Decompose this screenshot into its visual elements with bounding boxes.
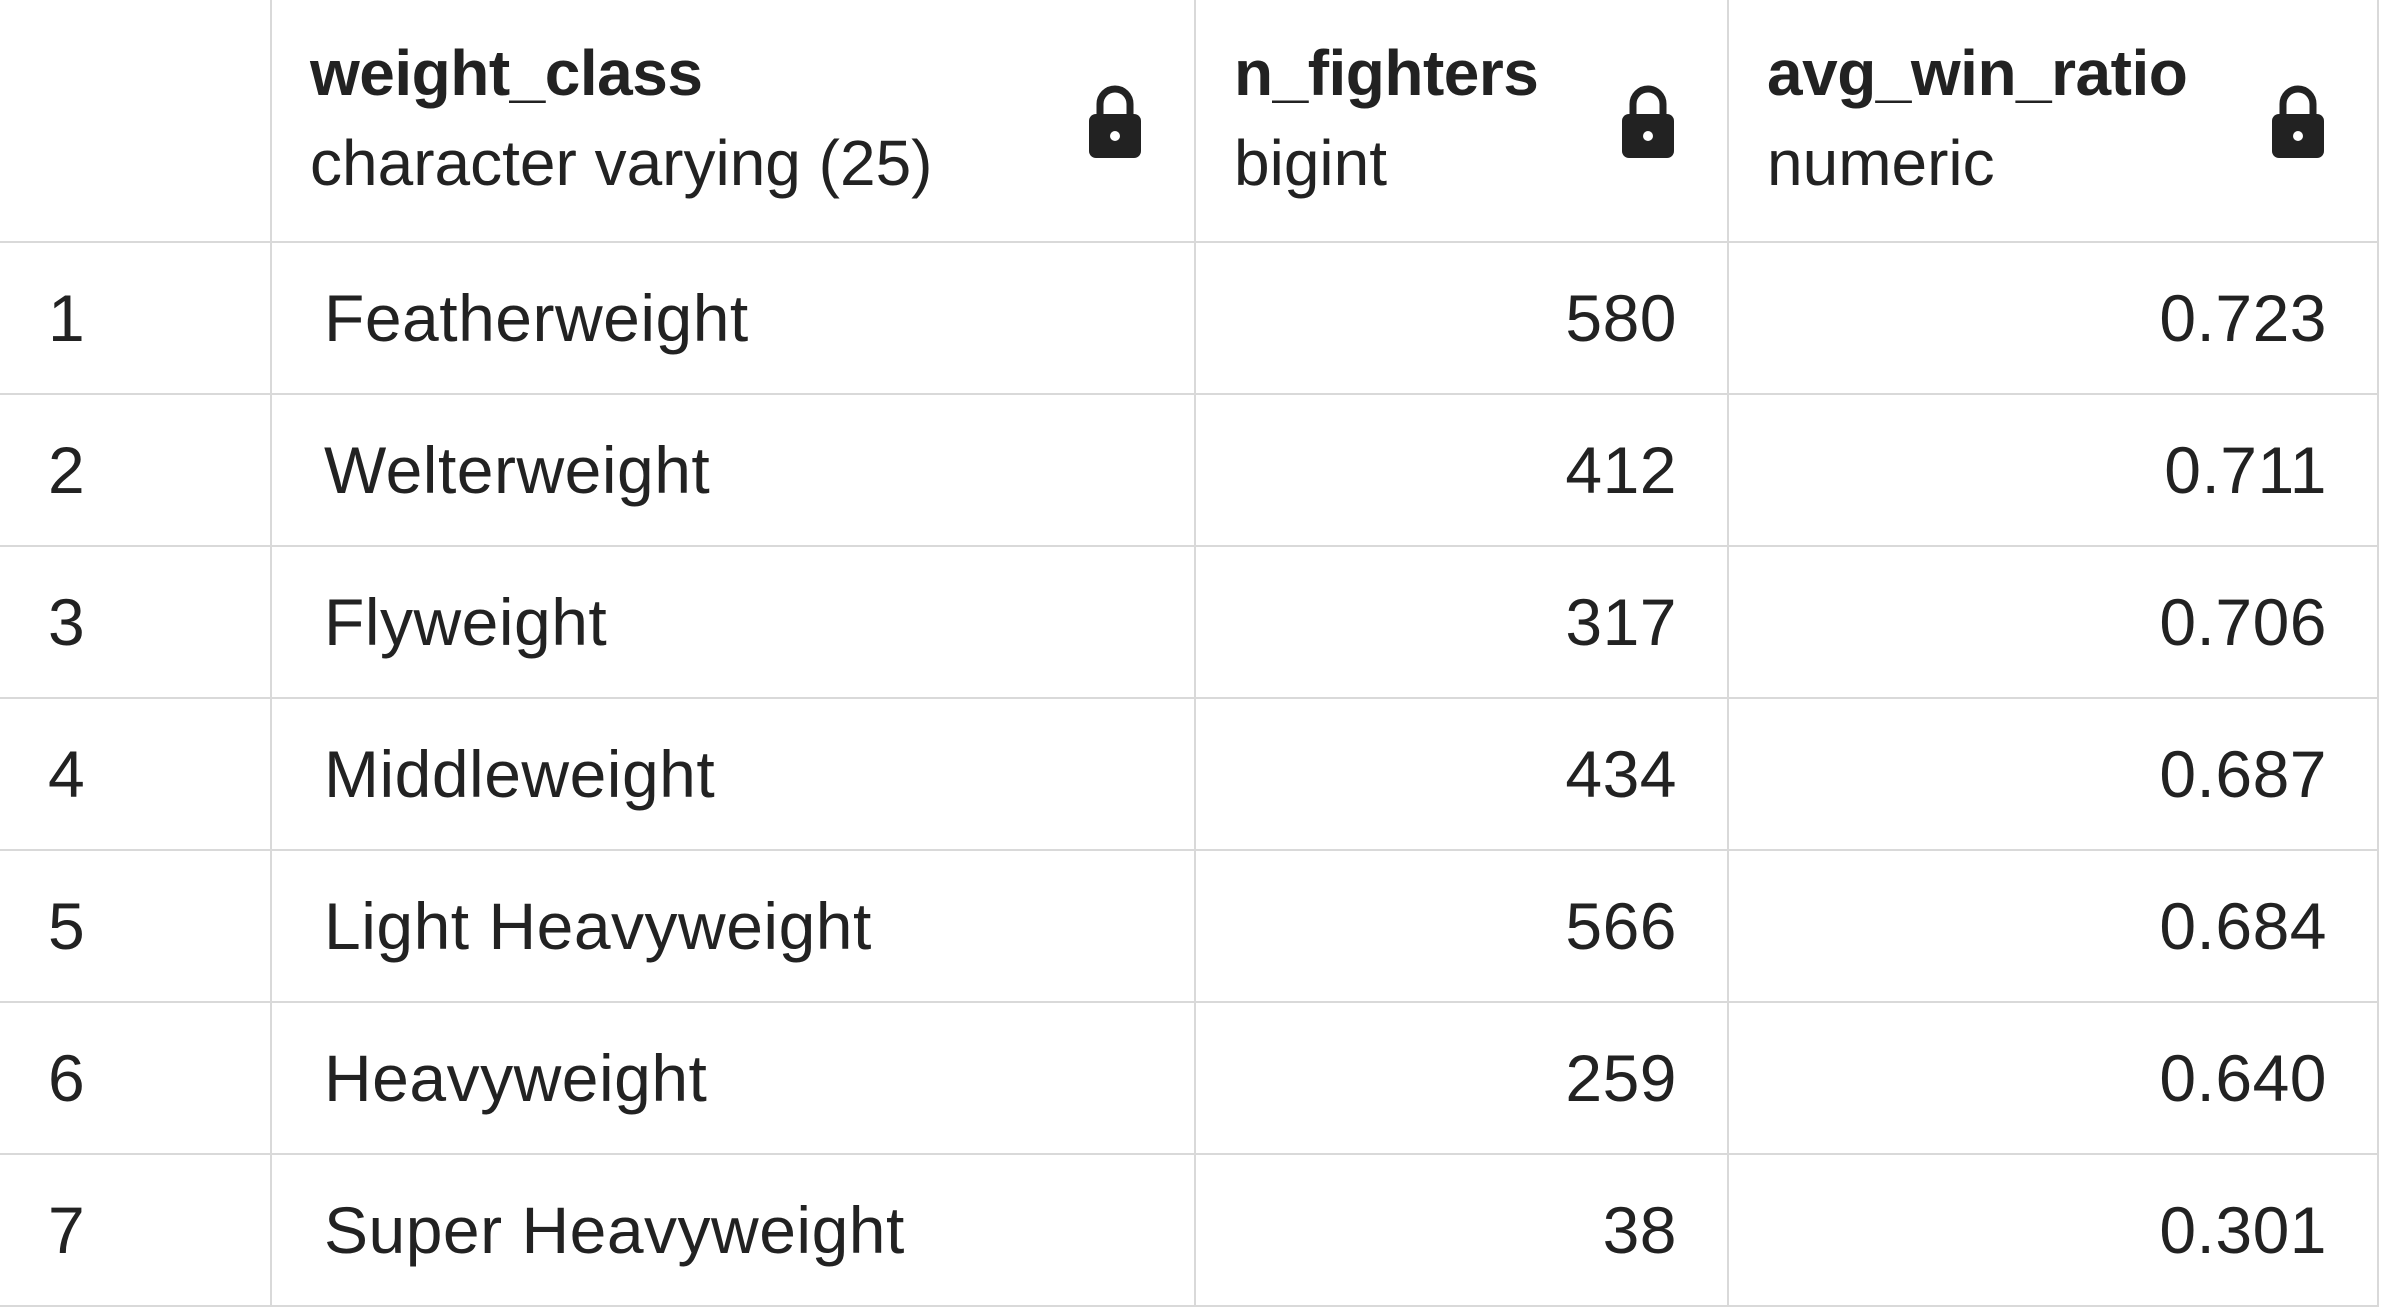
table-row[interactable]: 1 Featherweight 580 0.723 xyxy=(0,242,2379,395)
cell-n-fighters[interactable]: 317 xyxy=(1194,545,1729,699)
row-number[interactable]: 2 xyxy=(0,393,272,547)
cell-weight-class[interactable]: Flyweight xyxy=(270,545,1196,699)
column-name: n_fighters xyxy=(1234,36,1539,109)
lock-icon xyxy=(1619,82,1677,160)
row-number[interactable]: 5 xyxy=(0,849,272,1003)
row-number[interactable]: 6 xyxy=(0,1001,272,1155)
table-row[interactable]: 6 Heavyweight 259 0.640 xyxy=(0,1001,2379,1155)
cell-n-fighters[interactable]: 434 xyxy=(1194,697,1729,851)
row-number[interactable]: 4 xyxy=(0,697,272,851)
column-type: numeric xyxy=(1767,126,1995,199)
row-number-header[interactable] xyxy=(0,0,272,243)
row-number[interactable]: 1 xyxy=(0,242,272,395)
cell-n-fighters[interactable]: 580 xyxy=(1194,242,1729,395)
cell-avg-win-ratio[interactable]: 0.301 xyxy=(1727,1153,2379,1307)
column-header-avg-win-ratio[interactable]: avg_win_ratio numeric xyxy=(1727,0,2379,243)
cell-avg-win-ratio[interactable]: 0.706 xyxy=(1727,545,2379,699)
column-header-n-fighters[interactable]: n_fighters bigint xyxy=(1194,0,1729,243)
cell-avg-win-ratio[interactable]: 0.640 xyxy=(1727,1001,2379,1155)
cell-weight-class[interactable]: Light Heavyweight xyxy=(270,849,1196,1003)
table-row[interactable]: 2 Welterweight 412 0.711 xyxy=(0,393,2379,547)
column-header-weight-class[interactable]: weight_class character varying (25) xyxy=(270,0,1196,243)
table-row[interactable]: 4 Middleweight 434 0.687 xyxy=(0,697,2379,851)
cell-avg-win-ratio[interactable]: 0.684 xyxy=(1727,849,2379,1003)
cell-weight-class[interactable]: Middleweight xyxy=(270,697,1196,851)
cell-weight-class[interactable]: Featherweight xyxy=(270,242,1196,395)
cell-weight-class[interactable]: Welterweight xyxy=(270,393,1196,547)
row-number[interactable]: 3 xyxy=(0,545,272,699)
cell-avg-win-ratio[interactable]: 0.723 xyxy=(1727,242,2379,395)
header-row: weight_class character varying (25) n_fi… xyxy=(0,0,2379,243)
lock-icon xyxy=(1086,82,1144,160)
cell-n-fighters[interactable]: 412 xyxy=(1194,393,1729,547)
column-name: avg_win_ratio xyxy=(1767,36,2188,109)
cell-avg-win-ratio[interactable]: 0.687 xyxy=(1727,697,2379,851)
row-number[interactable]: 7 xyxy=(0,1153,272,1307)
cell-weight-class[interactable]: Heavyweight xyxy=(270,1001,1196,1155)
column-name: weight_class xyxy=(310,36,703,109)
cell-n-fighters[interactable]: 38 xyxy=(1194,1153,1729,1307)
cell-n-fighters[interactable]: 566 xyxy=(1194,849,1729,1003)
table-row[interactable]: 7 Super Heavyweight 38 0.301 xyxy=(0,1153,2379,1307)
column-type: character varying (25) xyxy=(310,126,933,199)
table-row[interactable]: 5 Light Heavyweight 566 0.684 xyxy=(0,849,2379,1003)
lock-icon xyxy=(2269,82,2327,160)
cell-n-fighters[interactable]: 259 xyxy=(1194,1001,1729,1155)
table-row[interactable]: 3 Flyweight 317 0.706 xyxy=(0,545,2379,699)
cell-weight-class[interactable]: Super Heavyweight xyxy=(270,1153,1196,1307)
cell-avg-win-ratio[interactable]: 0.711 xyxy=(1727,393,2379,547)
column-type: bigint xyxy=(1234,126,1387,199)
